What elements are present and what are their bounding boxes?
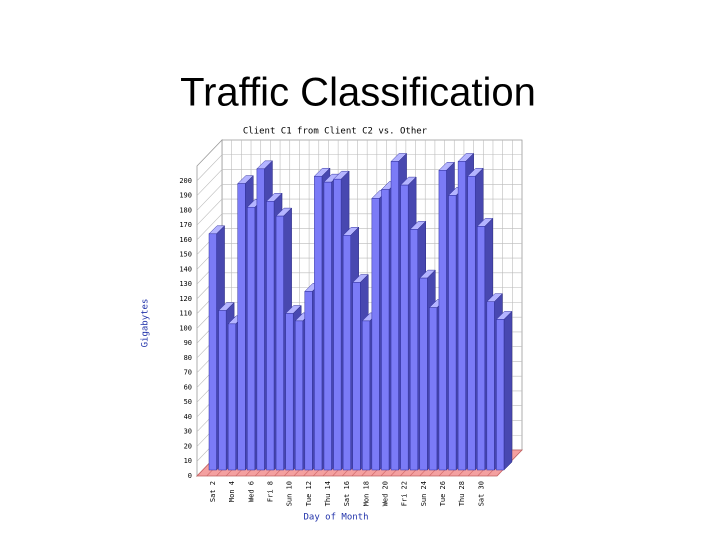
bar: [237, 183, 246, 471]
bar: [496, 319, 505, 471]
x-tick-label: Sat 2: [209, 481, 217, 502]
y-tick-label: 130: [179, 280, 192, 288]
bar: [477, 226, 486, 471]
x-tick-label: Mon 18: [362, 481, 370, 506]
y-tick-label: 0: [188, 472, 192, 480]
y-tick-label: 10: [184, 457, 192, 465]
bar-side: [503, 310, 513, 471]
grid-line: [196, 183, 522, 211]
bar: [362, 320, 371, 471]
y-tick-label: 40: [184, 413, 192, 421]
x-tick-label: Tue 26: [439, 481, 447, 506]
bar: [438, 170, 447, 471]
x-axis-label: Day of Month: [303, 513, 368, 523]
y-tick-label: 110: [179, 310, 192, 318]
bar: [381, 189, 390, 471]
bar: [285, 313, 294, 471]
bar: [208, 233, 217, 471]
y-tick-label: 120: [179, 295, 192, 303]
x-tick-label: Fri 8: [266, 481, 274, 502]
x-tick-label: Sat 30: [477, 481, 485, 506]
y-tick-label: 60: [184, 383, 192, 391]
x-tick-label: Sun 24: [420, 481, 428, 506]
bar: [294, 320, 304, 471]
bar: [314, 175, 323, 471]
x-tick-label: Tue 12: [305, 481, 313, 506]
x-tick-label: Fri 22: [401, 481, 409, 506]
bar: [429, 307, 438, 471]
bar: [486, 301, 495, 471]
bar: [457, 161, 466, 471]
x-tick-label: Thu 14: [324, 481, 332, 506]
x-tick-label: Wed 20: [381, 481, 389, 506]
bar: [304, 291, 313, 471]
y-tick-label: 150: [179, 251, 192, 259]
bar: [266, 201, 275, 471]
bar: [342, 235, 351, 471]
grid-line: [196, 154, 522, 181]
y-tick-label: 180: [179, 206, 192, 214]
y-tick-label: 100: [179, 324, 192, 332]
x-tick-label: Wed 6: [247, 481, 255, 502]
bar: [227, 323, 236, 471]
bar: [218, 310, 227, 471]
y-tick-label: 160: [179, 236, 192, 244]
bars: [208, 152, 513, 471]
y-tick-label: 20: [184, 442, 192, 450]
slide-title: Traffic Classification: [180, 71, 536, 115]
grid-line: [196, 169, 522, 196]
floor-hatch: [196, 464, 209, 477]
y-tick-label: 70: [184, 369, 192, 377]
y-tick-label: 140: [179, 265, 192, 273]
y-tick-label: 50: [184, 398, 192, 406]
x-tick-label: Thu 28: [458, 481, 466, 506]
y-tick-label: 170: [179, 221, 192, 229]
labels: 0 10 20 30 40 50 60 70 80 90 100 110 120 130 140 150 160…: [179, 177, 485, 507]
bar: [352, 282, 361, 471]
bar: [323, 181, 332, 471]
bar: [247, 206, 256, 471]
y-tick-label: 90: [184, 339, 192, 347]
chart-title: Client C1 from Client C2 vs. Other: [243, 127, 428, 137]
bar: [333, 178, 342, 471]
bar: [275, 215, 284, 471]
bar: [390, 161, 399, 471]
bar: [419, 277, 428, 471]
y-tick-label: 190: [179, 192, 192, 200]
grid-line: [196, 213, 522, 241]
x-tick-label: Sun 10: [286, 481, 294, 506]
y-tick-label: 30: [184, 428, 192, 436]
y-axis-label: Gigabytes: [141, 299, 151, 348]
x-tick-label: Mon 4: [228, 481, 236, 502]
bar: [448, 195, 457, 471]
y-tick-label: 200: [179, 177, 192, 185]
bar: [400, 184, 409, 471]
x-tick-label: Sat 16: [343, 481, 351, 506]
y-tick-label: 80: [184, 354, 192, 362]
bar: [256, 168, 265, 471]
bar: [467, 175, 476, 471]
bar: [371, 198, 380, 471]
bar: [409, 229, 418, 471]
grid-line: [196, 198, 522, 226]
